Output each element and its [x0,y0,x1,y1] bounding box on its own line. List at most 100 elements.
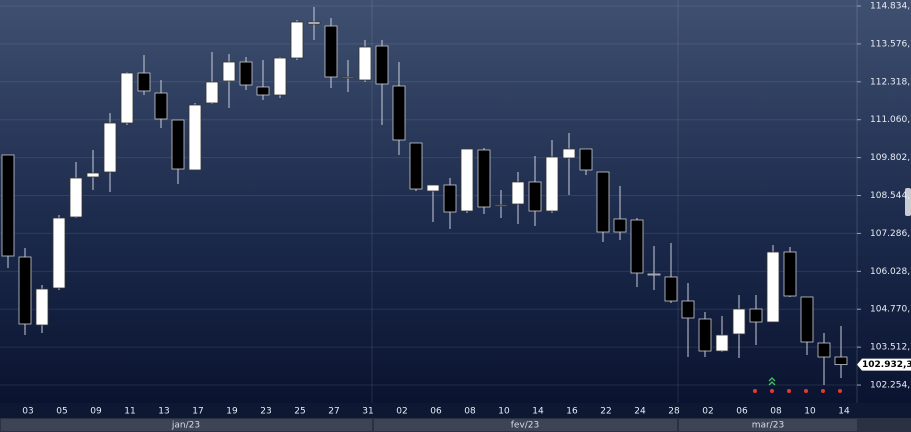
candle-body [307,21,321,25]
month-label: mar/23 [752,421,784,431]
candle-body [1,154,15,257]
month-label: fev/23 [511,421,540,431]
candle-body [562,148,576,159]
y-tick-label: 103.512,72 [870,343,911,353]
candle-body [732,308,746,335]
candle-body [409,142,423,190]
candle-body [579,148,593,171]
candle-body [460,148,474,212]
x-tick-label: 31 [362,407,373,417]
candle-body [358,46,372,81]
candle-body [18,256,32,325]
signal-dot [787,389,791,393]
candle-body [341,76,355,79]
signals [753,377,842,393]
y-tick-label: 114.834,72 [870,2,911,12]
month-band [1,419,372,431]
candle-body [596,171,610,233]
y-tick-label: 104.770,72 [870,305,911,315]
y-tick-label: 107.286,72 [870,229,911,239]
last-price-marker [857,358,911,371]
candle-body [273,57,287,96]
candle-body [35,288,49,326]
x-tick-label: 17 [192,407,203,417]
candle-body [800,296,814,343]
signal-dot [770,389,774,393]
x-tick-label: 25 [294,407,305,417]
month-label: jan/23 [171,421,200,431]
month-band [679,419,857,431]
x-tick-label: 08 [464,407,476,417]
x-tick-label: 13 [158,407,169,417]
candle-body [120,72,134,124]
signal-dot [753,389,757,393]
candle-body [749,308,763,323]
x-tick-label: 16 [566,407,578,417]
y-tick-label: 113.576,72 [870,39,911,49]
candle-body [715,334,729,352]
x-tick-label: 09 [90,407,102,417]
candle-body [426,184,440,192]
candle-body [154,92,168,120]
candle-body [613,218,627,233]
candle-body [698,318,712,352]
date-axis [0,403,911,418]
month-band [374,419,677,431]
y-tick-label: 109.802,72 [870,153,911,163]
x-tick-label: 02 [396,407,407,417]
candle-body [137,72,151,92]
x-tick-label: 14 [532,407,544,417]
last-price-label: 102.932,38 [862,360,911,370]
candle-body [664,276,678,302]
signal-dot [838,389,842,393]
candle-body [256,86,270,96]
candle-body [545,156,559,212]
x-tick-label: 27 [328,407,339,417]
candle-body [86,172,100,178]
candle-body [103,122,117,173]
candle-body [766,251,780,323]
candle-body [392,85,406,141]
signal-dot [804,389,808,393]
x-tick-label: 24 [634,407,646,417]
x-tick-label: 10 [804,407,816,417]
x-tick-label: 11 [124,407,135,417]
x-tick-label: 22 [600,407,611,417]
candle-body [52,217,66,289]
y-tick-label: 111.060,72 [870,115,911,125]
candle-body [222,61,236,82]
candle-body [494,204,508,207]
y-tick-label: 106.028,72 [870,267,911,277]
y-tick-label: 108.544,72 [870,191,911,201]
candle-body [834,356,848,366]
candle-body [205,81,219,104]
candle-body [239,61,253,86]
candle-body [171,119,185,170]
candle-body [443,184,457,213]
candle-body [630,219,644,274]
candle-body [290,21,304,59]
candle-body [647,273,661,276]
x-tick-label: 23 [260,407,271,417]
candle-body [783,251,797,297]
candle-body [511,181,525,205]
candle-body [681,300,695,319]
x-tick-label: 19 [226,407,238,417]
x-tick-label: 06 [430,407,442,417]
y-tick-label: 102.254,72 [870,381,911,391]
panel-handle[interactable] [905,188,911,216]
x-tick-label: 05 [56,407,67,417]
x-tick-label: 14 [838,407,850,417]
candle-body [375,45,389,85]
signal-dot [821,389,825,393]
candle-body [69,177,83,218]
candle-body [817,342,831,358]
x-tick-label: 10 [498,407,510,417]
y-tick-label: 112.318,72 [870,77,911,87]
x-tick-label: 08 [770,407,782,417]
candle-body [528,181,542,212]
x-tick-label: 03 [22,407,33,417]
x-tick-label: 02 [702,407,713,417]
candle-body [324,25,338,78]
